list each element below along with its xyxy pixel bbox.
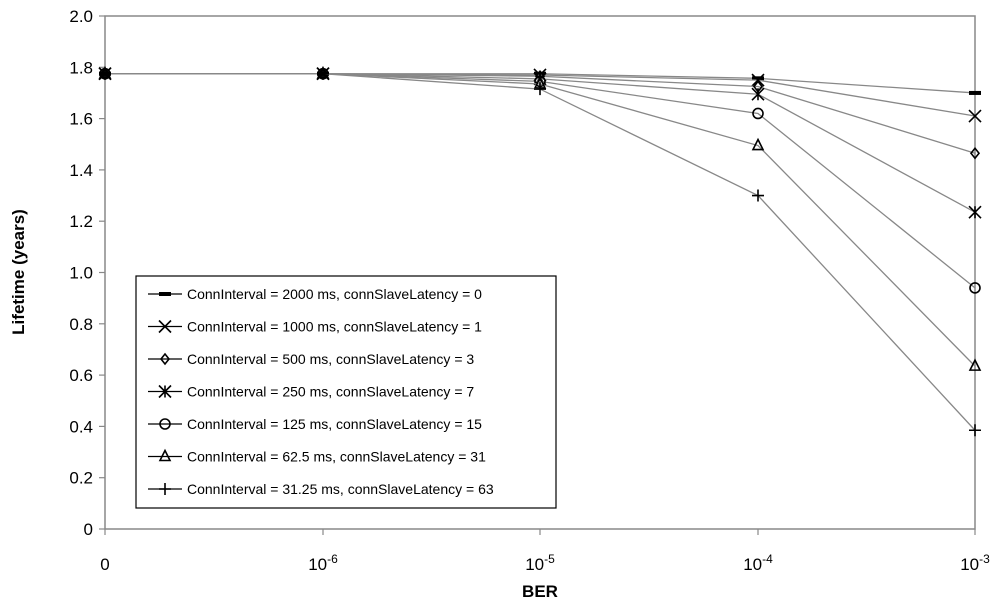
legend-swatch-marker xyxy=(159,418,171,430)
legend-label: ConnInterval = 2000 ms, connSlaveLatency… xyxy=(187,286,482,302)
dash-marker-shape xyxy=(752,76,764,81)
data-point xyxy=(534,83,546,96)
data-point xyxy=(969,146,981,160)
circle-marker-shape xyxy=(969,282,981,294)
data-point xyxy=(752,107,764,120)
legend-item: ConnInterval = 500 ms, connSlaveLatency … xyxy=(148,351,474,367)
data-point xyxy=(317,67,329,80)
legend-label: ConnInterval = 31.25 ms, connSlaveLatenc… xyxy=(187,481,494,497)
legend-item: ConnInterval = 31.25 ms, connSlaveLatenc… xyxy=(148,481,494,497)
circle-marker-shape xyxy=(752,107,764,120)
data-point xyxy=(969,282,981,294)
legend-label: ConnInterval = 125 ms, connSlaveLatency … xyxy=(187,416,482,432)
triangle-marker-shape xyxy=(158,448,172,462)
y-axis-title: Lifetime (years) xyxy=(9,209,28,335)
x-tick-label: 10-6 xyxy=(308,552,338,574)
x-tick-label: 10-5 xyxy=(525,552,555,574)
legend-label: ConnInterval = 62.5 ms, connSlaveLatency… xyxy=(187,449,486,465)
series-group xyxy=(98,65,982,437)
x-tick-label: 0 xyxy=(100,555,109,574)
data-point xyxy=(969,424,981,437)
y-tick-label: 0.8 xyxy=(69,315,93,334)
y-tick-label: 0.2 xyxy=(69,469,93,488)
triangle-marker-shape xyxy=(751,137,765,151)
plus-marker-shape xyxy=(99,67,111,80)
legend-item: ConnInterval = 1000 ms, connSlaveLatency… xyxy=(148,319,482,335)
x-axis-title: BER xyxy=(522,582,558,601)
dash-marker-shape xyxy=(969,90,981,95)
legend-item: ConnInterval = 2000 ms, connSlaveLatency… xyxy=(148,286,482,302)
data-point xyxy=(968,205,982,219)
y-tick-label: 1.2 xyxy=(69,212,93,231)
circle-marker-shape xyxy=(159,418,171,430)
legend-label: ConnInterval = 1000 ms, connSlaveLatency… xyxy=(187,319,482,335)
series-7 xyxy=(99,67,981,437)
x-tick-label: 10-4 xyxy=(743,552,773,574)
y-tick-label: 1.8 xyxy=(69,58,93,77)
legend-item: ConnInterval = 125 ms, connSlaveLatency … xyxy=(148,416,482,432)
legend-swatch-marker xyxy=(158,384,172,399)
data-point xyxy=(751,87,765,101)
plus-marker-shape xyxy=(752,189,764,202)
data-point xyxy=(751,137,765,151)
plus-marker-shape xyxy=(534,83,546,96)
x-tick-label: 10-3 xyxy=(960,552,990,574)
legend-item: ConnInterval = 62.5 ms, connSlaveLatency… xyxy=(148,449,486,465)
plus-marker-shape xyxy=(969,424,981,437)
data-point xyxy=(968,358,982,371)
y-tick-label: 1.4 xyxy=(69,161,93,180)
legend-label: ConnInterval = 250 ms, connSlaveLatency … xyxy=(187,384,474,400)
asterisk-marker-shape xyxy=(968,205,982,219)
legend-box xyxy=(135,275,557,509)
data-point xyxy=(751,73,765,87)
legend-item: ConnInterval = 250 ms, connSlaveLatency … xyxy=(148,384,474,400)
data-point xyxy=(752,189,764,202)
data-point xyxy=(969,90,981,95)
dash-marker-shape xyxy=(159,292,171,296)
asterisk-marker-shape xyxy=(158,384,172,399)
y-tick-label: 0.4 xyxy=(69,417,93,436)
x-marker-shape xyxy=(158,319,172,334)
legend-swatch-marker xyxy=(158,448,172,462)
legend-swatch-marker xyxy=(158,319,172,334)
diamond-marker-shape xyxy=(969,146,981,160)
y-tick-label: 2.0 xyxy=(69,7,93,26)
data-point xyxy=(752,76,764,81)
legend-swatch-marker xyxy=(159,483,171,495)
legend-swatch-marker xyxy=(159,292,171,296)
x-marker-shape xyxy=(968,109,982,123)
plus-marker-shape xyxy=(159,483,171,495)
y-tick-label: 1.0 xyxy=(69,264,93,283)
y-axis: 0 0.2 0.4 0.6 0.8 1.0 1.2 1.4 1.6 1.8 2.0 xyxy=(69,7,105,539)
triangle-marker-shape xyxy=(968,358,982,371)
data-point xyxy=(99,67,111,80)
plus-marker-shape xyxy=(317,67,329,80)
x-axis: 0 10-6 10-5 10-4 10-3 xyxy=(100,529,990,574)
legend-label: ConnInterval = 500 ms, connSlaveLatency … xyxy=(187,351,474,367)
y-tick-label: 0.6 xyxy=(69,366,93,385)
asterisk-marker-shape xyxy=(751,87,765,101)
legend: ConnInterval = 2000 ms, connSlaveLatency… xyxy=(135,275,557,509)
x-marker-shape xyxy=(751,73,765,87)
y-tick-label: 0 xyxy=(84,520,93,539)
y-tick-label: 1.6 xyxy=(69,110,93,129)
diamond-marker-shape xyxy=(159,352,171,366)
data-point xyxy=(968,109,982,123)
legend-swatch-marker xyxy=(159,352,171,366)
